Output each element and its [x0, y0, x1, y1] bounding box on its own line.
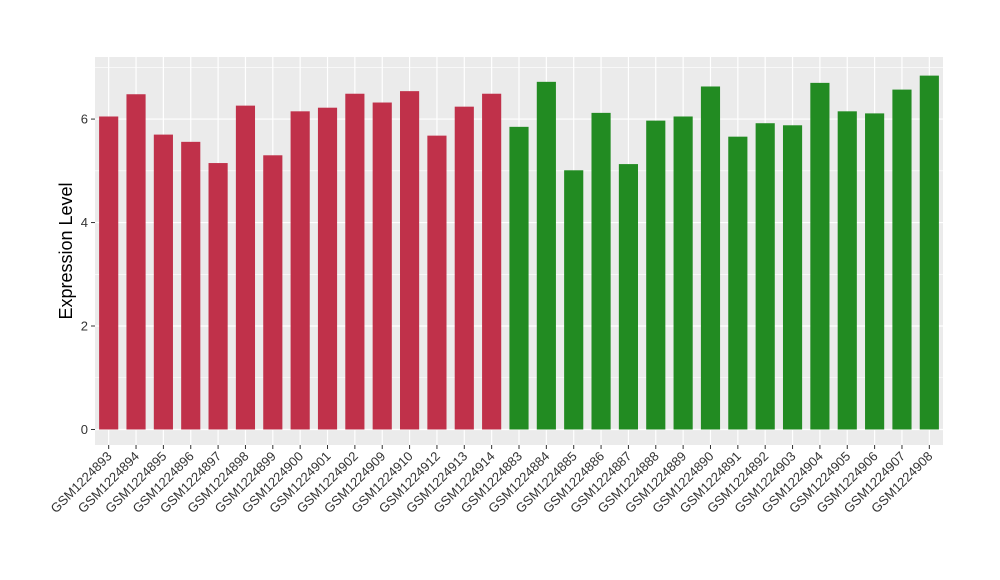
- bar-GSM1224896: [181, 141, 201, 430]
- y-tick-label: 0: [81, 422, 88, 437]
- bar-GSM1224890: [700, 86, 721, 430]
- bar-GSM1224903: [782, 125, 803, 430]
- bar-GSM1224909: [372, 102, 392, 430]
- x-axis: GSM1224893GSM1224894GSM1224895GSM1224896…: [47, 445, 935, 516]
- bars: [99, 75, 939, 430]
- bar-GSM1224912: [427, 135, 447, 430]
- bar-GSM1224885: [564, 170, 584, 430]
- bar-GSM1224895: [153, 134, 173, 430]
- bar-GSM1224892: [755, 123, 775, 430]
- y-tick-label: 2: [81, 319, 88, 334]
- bar-GSM1224891: [728, 136, 748, 430]
- bar-GSM1224901: [317, 107, 338, 430]
- bar-GSM1224904: [810, 82, 830, 430]
- bar-GSM1224889: [673, 116, 693, 430]
- bar-GSM1224907: [892, 89, 912, 430]
- bar-GSM1224905: [837, 111, 857, 430]
- y-axis: 0 2 4 6: [81, 112, 95, 437]
- bar-GSM1224884: [536, 81, 556, 430]
- bar-GSM1224893: [99, 116, 119, 430]
- y-tick-label: 6: [81, 112, 88, 127]
- bar-GSM1224894: [126, 94, 146, 430]
- bar-GSM1224900: [290, 111, 310, 430]
- bar-GSM1224906: [865, 113, 885, 430]
- bar-GSM1224914: [482, 93, 502, 430]
- bar-GSM1224910: [400, 91, 420, 430]
- y-tick-label: 4: [81, 215, 88, 230]
- bar-GSM1224887: [618, 164, 638, 430]
- bar-GSM1224913: [454, 106, 474, 430]
- y-axis-title: Expression Level: [56, 182, 76, 319]
- bar-GSM1224908: [919, 75, 939, 430]
- bar-GSM1224897: [208, 163, 228, 430]
- bar-GSM1224883: [509, 126, 529, 430]
- bar-GSM1224899: [263, 155, 283, 430]
- bar-GSM1224898: [235, 105, 256, 430]
- bar-GSM1224902: [345, 93, 365, 430]
- bar-GSM1224888: [646, 120, 666, 430]
- bar-GSM1224886: [591, 112, 611, 430]
